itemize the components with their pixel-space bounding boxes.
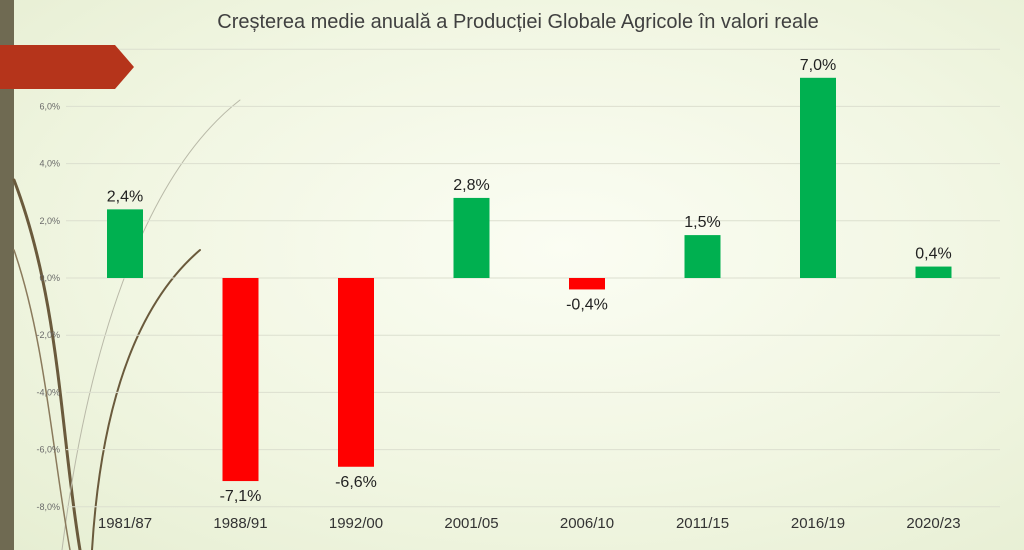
bars [107, 77, 952, 482]
y-tick-label: -8,0% [36, 502, 60, 512]
bar [453, 197, 490, 278]
y-tick-label: -2,0% [36, 330, 60, 340]
gridlines [66, 48, 1000, 508]
category-labels: 1981/87 1988/91 1992/00 2001/05 2006/10 2011/… [98, 515, 961, 532]
category-label: 1981/87 [98, 515, 152, 532]
category-label: 2016/19 [791, 515, 845, 532]
data-label: 2,8% [453, 177, 489, 194]
bar [107, 209, 143, 278]
bar [915, 266, 952, 278]
category-label: 2020/23 [906, 515, 960, 532]
y-tick-label: 6,0% [39, 101, 60, 111]
bar [569, 278, 605, 290]
left-decorative-strip [0, 0, 14, 550]
data-labels: 2,4% -7,1% -6,6% 2,8% -0,4% 1,5% 7,0% 0,4% [107, 57, 952, 505]
data-label: 2,4% [107, 188, 143, 205]
decorative-curves [12, 99, 241, 550]
arrow-decoration [0, 45, 134, 89]
bar [338, 278, 374, 467]
y-tick-label: 4,0% [39, 159, 60, 169]
bar [222, 278, 259, 482]
y-tick-label: -6,0% [36, 445, 60, 455]
chart-title: Creșterea medie anuală a Producției Glob… [217, 11, 818, 33]
y-axis-ticks: 8,0%6,0%4,0%2,0%0,0%-2,0%-4,0%-6,0%-8,0% [36, 44, 60, 512]
data-label: -7,1% [220, 488, 262, 505]
bar [684, 235, 721, 278]
category-label: 2011/15 [676, 515, 729, 532]
y-tick-label: 0,0% [39, 273, 60, 283]
data-label: -0,4% [566, 296, 608, 313]
category-label: 1992/00 [329, 515, 383, 532]
category-label: 1988/91 [213, 515, 267, 532]
y-tick-label: 2,0% [39, 216, 60, 226]
bar [800, 77, 836, 278]
category-label: 2001/05 [444, 515, 498, 532]
data-label: 1,5% [684, 214, 720, 231]
data-label: 0,4% [915, 246, 951, 263]
y-tick-label: -4,0% [36, 387, 60, 397]
category-label: 2006/10 [560, 515, 614, 532]
data-label: 7,0% [800, 57, 836, 74]
data-label: -6,6% [335, 474, 377, 491]
